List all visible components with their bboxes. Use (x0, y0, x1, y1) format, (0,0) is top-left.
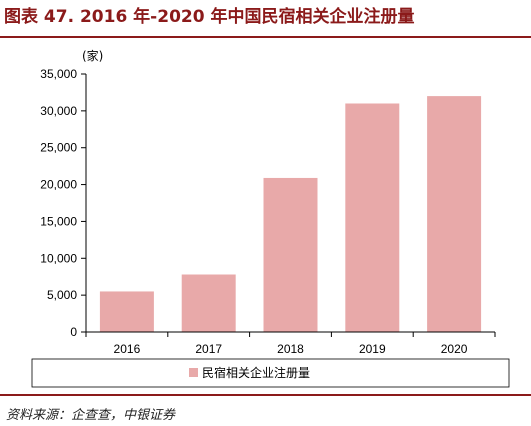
x-axis: 2016 2017 2018 2019 2020 (85, 331, 496, 356)
x-tick-label: 2017 (195, 342, 222, 356)
x-tick-label: 2019 (359, 342, 386, 356)
x-tick-label: 2020 (441, 342, 468, 356)
x-tick-label: 2018 (277, 342, 304, 356)
source-rule (0, 394, 531, 396)
bar-2017 (181, 274, 236, 332)
bars (99, 96, 482, 332)
bar-2020 (427, 96, 482, 332)
legend-swatch (189, 368, 198, 377)
y-tick-label: 35,000 (40, 67, 77, 81)
bar-2018 (263, 177, 318, 332)
source-note: 资料来源：企查查，中银证券 (6, 408, 176, 423)
bar-chart: (家) 0 5,000 10,000 15,000 20,000 25,000 30,000… (31, 48, 510, 388)
title-rule (0, 36, 531, 38)
y-tick-label: 30,000 (40, 104, 77, 118)
legend-label: 民宿相关企业注册量 (202, 365, 310, 380)
y-tick-label: 20,000 (40, 178, 77, 192)
legend-box (31, 358, 510, 388)
y-tick-label: 15,000 (40, 214, 77, 228)
legend: 民宿相关企业注册量 (31, 358, 510, 388)
y-tick-label: 5,000 (47, 288, 77, 302)
y-tick-label: 25,000 (40, 141, 77, 155)
y-axis: 0 5,000 10,000 15,000 20,000 25,000 30,000 35,0… (40, 67, 87, 339)
x-tick-label: 2016 (114, 342, 141, 356)
y-tick-label: 0 (70, 325, 77, 339)
y-tick-label: 10,000 (40, 251, 77, 265)
bar-2019 (345, 103, 400, 332)
y-axis-unit-label: (家) (82, 48, 103, 63)
figure-title: 图表 47. 2016 年-2020 年中国民宿相关企业注册量 (4, 7, 415, 27)
bar-2016 (99, 291, 154, 332)
